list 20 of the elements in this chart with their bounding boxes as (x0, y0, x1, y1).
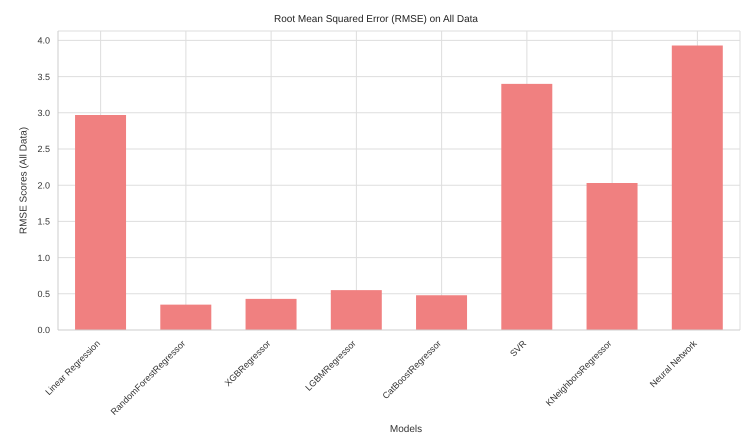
x-axis-title: Models (388, 424, 424, 435)
y-tick-label: 0.0 (37, 325, 50, 336)
y-tick-label: 3.5 (37, 72, 50, 82)
y-tick-label: 0.5 (37, 288, 50, 299)
bar (75, 114, 126, 330)
y-tick-label: 1.5 (37, 216, 50, 227)
y-tick-label: 3.0 (37, 108, 50, 118)
bar (586, 183, 638, 330)
y-tick-label: 2.0 (37, 180, 50, 190)
bar (160, 304, 212, 330)
y-tick-label: 2.5 (37, 144, 50, 154)
bar (246, 298, 297, 330)
bar (501, 84, 552, 330)
bar (416, 295, 468, 330)
bar (330, 290, 382, 330)
bar (672, 45, 723, 330)
y-tick-label: 1.0 (37, 252, 50, 263)
y-tick-label: 4.0 (37, 36, 50, 46)
chart-title: Root Mean Squared Error (RMSE) on All Data (273, 14, 479, 25)
y-axis-title: RMSE Scores (All Data) (18, 126, 30, 236)
